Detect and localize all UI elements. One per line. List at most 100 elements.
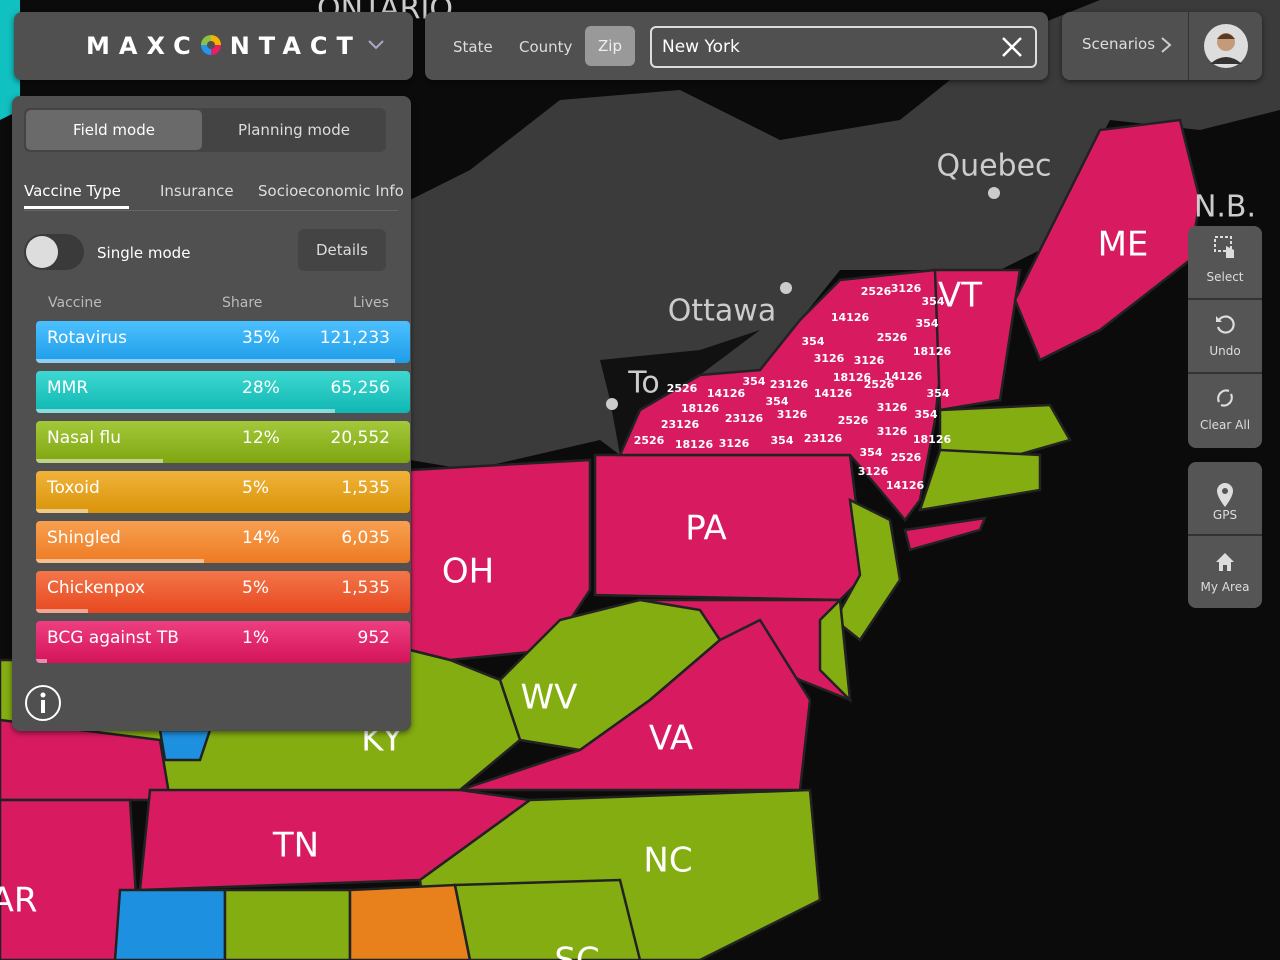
progress-bar bbox=[36, 409, 336, 413]
vaccine-lives: 1,535 bbox=[341, 478, 390, 498]
zip-label: 354 bbox=[802, 335, 825, 348]
long-island bbox=[903, 516, 988, 552]
tab[interactable]: Insurance bbox=[160, 182, 234, 200]
home-icon bbox=[1216, 553, 1234, 571]
zip-label: 23126 bbox=[804, 432, 843, 445]
zip-label: 18126 bbox=[675, 438, 714, 451]
zip-label: 14126 bbox=[886, 479, 925, 492]
scenarios-box: Scenarios bbox=[1062, 12, 1262, 80]
state-nj bbox=[833, 497, 902, 642]
zip-label: 18126 bbox=[913, 433, 952, 446]
undo-icon bbox=[1216, 315, 1235, 334]
clear-icon[interactable] bbox=[1001, 36, 1023, 58]
info-icon[interactable] bbox=[24, 684, 62, 722]
state-ar bbox=[0, 798, 142, 960]
zip-label: 3126 bbox=[814, 352, 845, 365]
progress-bar bbox=[36, 609, 89, 613]
vaccine-lives: 1,535 bbox=[341, 578, 390, 598]
map-label: TN bbox=[272, 826, 319, 866]
progress-bar bbox=[36, 509, 89, 513]
zip-label: 2526 bbox=[891, 451, 922, 464]
vaccine-lives: 952 bbox=[357, 628, 390, 648]
search-box: State County Zip New York bbox=[425, 12, 1048, 80]
zip-label: 2526 bbox=[861, 285, 892, 298]
map-label: OH bbox=[442, 552, 494, 592]
details-button[interactable]: Details bbox=[298, 229, 386, 271]
level-state[interactable]: State bbox=[453, 38, 493, 56]
search-input[interactable]: New York bbox=[650, 26, 1037, 68]
tool-select[interactable]: Select bbox=[1206, 270, 1244, 284]
vaccine-row[interactable]: Toxoid 5% 1,535 bbox=[36, 471, 410, 513]
gps-icon bbox=[1217, 483, 1233, 507]
logo-icon bbox=[200, 35, 221, 55]
progress-bar bbox=[36, 459, 164, 463]
vaccine-row[interactable]: Chickenpox 5% 1,535 bbox=[36, 571, 410, 613]
dropdown-icon[interactable] bbox=[368, 40, 384, 50]
avatar[interactable] bbox=[1204, 24, 1248, 68]
zip-label: 3126 bbox=[877, 425, 908, 438]
zip-label: 14126 bbox=[831, 311, 870, 324]
logo-text: MAXC NTACT bbox=[86, 32, 362, 60]
vaccine-name: Rotavirus bbox=[47, 328, 127, 348]
tool-clear-all[interactable]: Clear All bbox=[1199, 418, 1251, 432]
level-county[interactable]: County bbox=[519, 38, 573, 56]
zip-label: 3126 bbox=[777, 408, 808, 421]
vaccine-row[interactable]: Rotavirus 35% 121,233 bbox=[36, 321, 410, 363]
tab[interactable]: Vaccine Type bbox=[24, 182, 129, 209]
state-al bbox=[223, 888, 352, 960]
vaccine-name: Shingled bbox=[47, 528, 121, 548]
scenarios-button[interactable]: Scenarios bbox=[1082, 35, 1156, 53]
zip-label: 354 bbox=[927, 387, 950, 400]
vaccine-name: Nasal flu bbox=[47, 428, 122, 448]
mode-switch: Field mode Planning mode bbox=[24, 108, 386, 152]
progress-bar bbox=[36, 559, 205, 563]
map-label: NC bbox=[643, 841, 692, 881]
zip-label: 2526 bbox=[838, 414, 869, 427]
zip-label: 23126 bbox=[661, 418, 700, 431]
state-ms bbox=[113, 888, 227, 960]
vaccine-lives: 65,256 bbox=[330, 378, 390, 398]
vaccine-row[interactable]: BCG against TB 1% 952 bbox=[36, 621, 410, 663]
column-header: Vaccine bbox=[48, 295, 102, 311]
zip-label: 2526 bbox=[634, 434, 665, 447]
state-ma bbox=[938, 403, 1072, 462]
zip-label: 354 bbox=[916, 317, 939, 330]
map-label: SC bbox=[554, 941, 599, 960]
zip-label: 3126 bbox=[891, 282, 922, 295]
zip-label: 354 bbox=[743, 375, 766, 388]
vaccine-share: 5% bbox=[242, 578, 269, 598]
vaccine-row[interactable]: Shingled 14% 6,035 bbox=[36, 521, 410, 563]
state-de bbox=[818, 597, 852, 704]
level-zip[interactable]: Zip bbox=[585, 26, 635, 66]
city-dot bbox=[606, 398, 618, 410]
zip-label: 3126 bbox=[719, 437, 750, 450]
vaccine-row[interactable]: MMR 28% 65,256 bbox=[36, 371, 410, 413]
tab[interactable]: Socioeconomic Info bbox=[258, 182, 404, 200]
zip-label: 2526 bbox=[877, 331, 908, 344]
tool-gps[interactable]: GPS bbox=[1212, 508, 1238, 522]
tool-group: Select Undo Clear All bbox=[1188, 226, 1262, 448]
map-label: N.B. bbox=[1194, 190, 1256, 225]
logo-box[interactable]: MAXC NTACT bbox=[14, 12, 413, 80]
logo-left: MAXC bbox=[86, 32, 200, 60]
toggle[interactable] bbox=[24, 234, 84, 270]
state-ga bbox=[348, 883, 472, 960]
vaccine-lives: 20,552 bbox=[330, 428, 390, 448]
field-mode[interactable]: Field mode bbox=[26, 110, 202, 150]
land-canada bbox=[0, 0, 1280, 470]
zip-label: 354 bbox=[771, 434, 794, 447]
tool-my-area[interactable]: My Area bbox=[1200, 580, 1250, 594]
zip-label: 14126 bbox=[707, 387, 746, 400]
state-pa bbox=[593, 453, 867, 602]
vaccine-row[interactable]: Nasal flu 12% 20,552 bbox=[36, 421, 410, 463]
tool-undo[interactable]: Undo bbox=[1209, 344, 1241, 358]
map-label: VT bbox=[938, 276, 982, 316]
planning-mode[interactable]: Planning mode bbox=[238, 121, 350, 139]
zip-label: 3126 bbox=[877, 401, 908, 414]
state-sc bbox=[453, 878, 642, 960]
vaccine-name: BCG against TB bbox=[47, 628, 179, 648]
vaccine-lives: 121,233 bbox=[319, 328, 390, 348]
